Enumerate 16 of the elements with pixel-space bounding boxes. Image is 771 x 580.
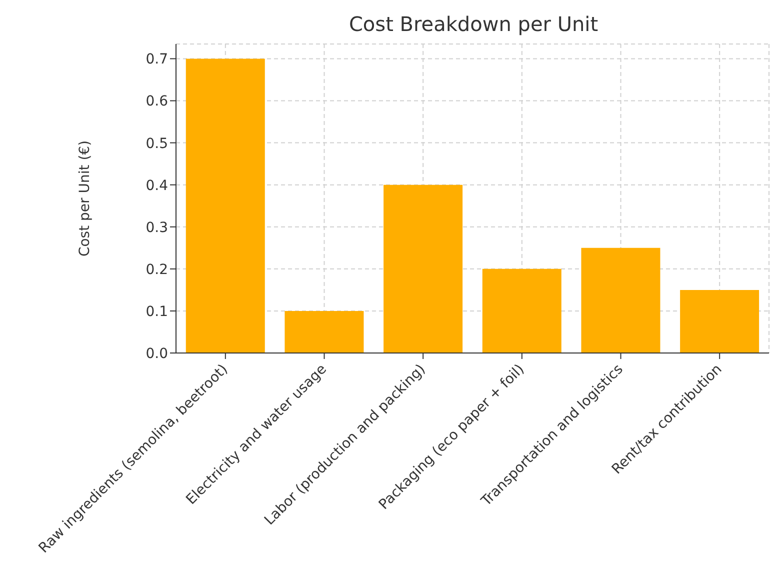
y-tick-label: 0.1 — [146, 304, 168, 320]
chart-title: Cost Breakdown per Unit — [348, 12, 600, 36]
y-tick-label: 0.3 — [146, 220, 168, 236]
bar — [482, 268, 562, 353]
y-tick-label: 0.7 — [146, 52, 168, 68]
y-tick-label: 0.4 — [146, 178, 168, 194]
y-axis-title: Cost per Unit (€) — [76, 140, 93, 257]
bar — [186, 58, 265, 353]
y-tick-label: 0.2 — [146, 262, 168, 278]
y-tick-label: 0.0 — [146, 346, 168, 362]
y-tick-label: 0.6 — [146, 94, 168, 110]
bar — [680, 290, 760, 353]
y-tick-label: 0.5 — [146, 136, 168, 152]
bar — [384, 184, 463, 353]
bar — [581, 248, 660, 353]
bar — [284, 310, 364, 353]
